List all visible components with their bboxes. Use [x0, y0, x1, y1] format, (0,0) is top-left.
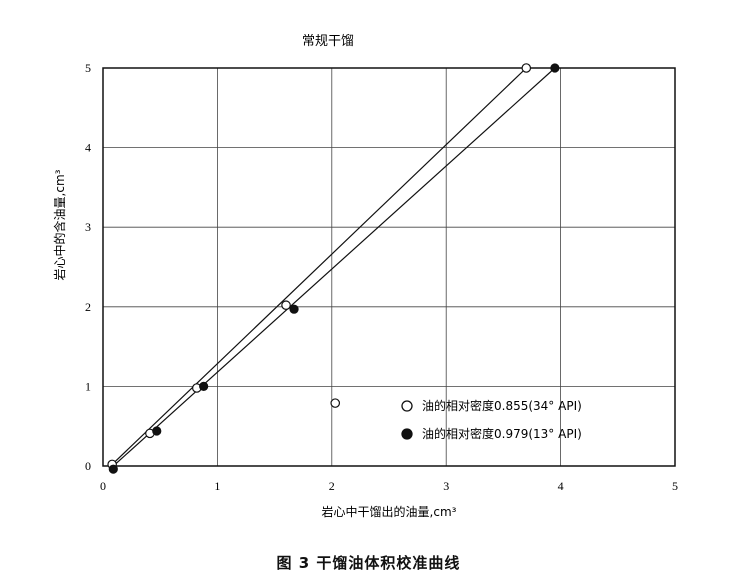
fit-line-series-2	[112, 67, 556, 467]
legend-label-series-1: 油的相对密度0.855(34° API)	[422, 398, 582, 413]
data-point-filled	[550, 63, 560, 73]
y-tick-label: 3	[85, 220, 91, 234]
data-point-filled	[108, 464, 118, 474]
y-tick-label: 2	[85, 300, 91, 314]
y-tick-label: 4	[85, 141, 91, 155]
data-point-filled	[199, 381, 209, 391]
x-tick-label: 5	[672, 479, 678, 493]
data-point-filled	[152, 426, 162, 436]
data-point-open	[521, 63, 532, 73]
data-point-open	[281, 300, 291, 311]
data-point-open	[330, 398, 341, 408]
y-axis-label: 岩心中的含油量,cm³	[52, 169, 67, 280]
legend-marker-open	[401, 400, 413, 412]
data-points	[107, 63, 560, 474]
y-tick-label: 1	[85, 379, 91, 393]
legend-label-series-2: 油的相对密度0.979(13° API)	[422, 426, 582, 441]
x-tick-label: 0	[100, 479, 106, 493]
x-axis-label: 岩心中干馏出的油量,cm³	[322, 504, 457, 519]
x-tick-label: 3	[443, 479, 449, 493]
x-tick-label: 4	[558, 479, 564, 493]
chart-title: 常规干馏	[302, 34, 354, 49]
figure-caption: 图 3 干馏油体积校准曲线	[276, 554, 461, 572]
x-tick-label: 2	[329, 479, 335, 493]
legend: 油的相对密度0.855(34° API) 油的相对密度0.979(13° API…	[401, 398, 582, 441]
y-tick-label: 5	[85, 61, 91, 75]
y-tick-labels: 0 1 2 3 4 5	[85, 61, 91, 473]
fit-line-series-1	[111, 67, 527, 465]
data-point-filled	[289, 304, 299, 314]
chart: 0 1 2 3 4 5 0 1 2 3 4 5 常规干馏 岩心中干馏出的油量,cm³ 岩心中的含油量…	[52, 34, 678, 519]
plot-frame	[102, 67, 676, 467]
x-tick-label: 1	[214, 479, 220, 493]
legend-marker-filled	[401, 428, 413, 440]
x-tick-labels: 0 1 2 3 4 5	[100, 479, 678, 493]
grid	[103, 68, 675, 466]
y-tick-label: 0	[85, 459, 91, 473]
fit-lines	[111, 67, 556, 467]
